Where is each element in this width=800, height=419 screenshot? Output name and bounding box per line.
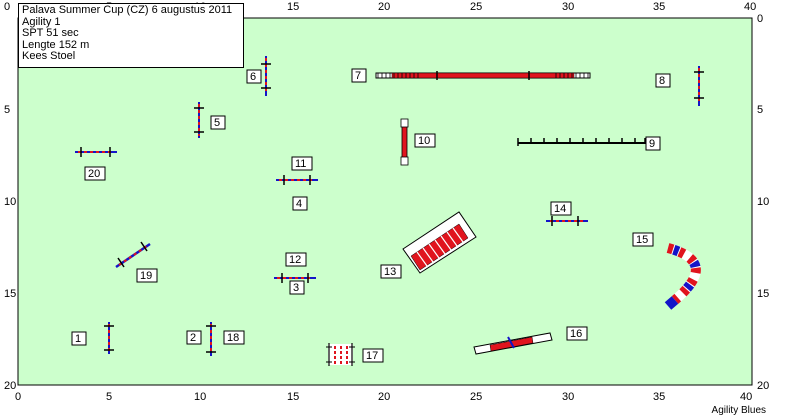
svg-text:16: 16 [570,328,582,340]
obstacle-jump-14 [546,216,588,226]
course-field [17,17,753,386]
obstacle-weave-poles-9 [517,138,646,146]
judge-name: Kees Stoel [22,50,76,62]
svg-text:8: 8 [659,75,665,87]
y-right-label: 15 [757,288,769,300]
svg-text:14: 14 [554,203,566,215]
obstacle-number-2: 2 [186,330,202,345]
svg-text:4: 4 [296,198,302,210]
y-right-label: 0 [757,13,763,25]
brand-label: Agility Blues [711,405,766,416]
obstacle-tunnel-15 [664,243,701,310]
x-bottom-label: 10 [194,391,206,403]
svg-text:17: 17 [366,350,378,362]
svg-text:19: 19 [140,270,152,282]
obstacle-number-11: 11 [291,156,313,171]
obstacle-number-1: 1 [71,331,87,346]
obstacle-dog-walk-7 [375,71,591,80]
obstacle-number-3: 3 [289,280,305,295]
svg-text:9: 9 [649,138,655,150]
y-left-label: 10 [4,196,16,208]
x-top-label: 20 [378,1,390,13]
obstacle-number-4: 4 [292,196,308,211]
x-bottom-label: 35 [653,391,665,403]
obstacle-number-17: 17 [362,348,384,363]
class-name: Agility 1 [22,15,61,28]
x-top-label: 40 [744,1,756,13]
x-top-label: 0 [4,1,10,13]
obstacle-table-10 [400,118,409,166]
svg-text:10: 10 [418,135,430,147]
x-top-label: 35 [653,1,665,13]
y-left-label: 15 [4,288,16,300]
svg-text:7: 7 [355,70,361,82]
x-top-label: 15 [287,1,299,13]
svg-text:3: 3 [293,282,299,294]
y-right-label: 10 [757,196,769,208]
course-length: Lengte 152 m [22,38,90,51]
obstacle-number-6: 6 [246,69,262,84]
standard-course-time: SPT 51 sec [22,27,79,39]
y-right-label: 20 [757,380,769,392]
svg-text:13: 13 [384,266,396,278]
obstacle-jump-5 [194,102,204,138]
x-bottom-label: 40 [740,391,752,403]
x-bottom-label: 0 [15,391,21,403]
obstacle-jump-20 [75,147,117,157]
obstacle-a-frame-13 [402,211,477,274]
obstacle-jump-12 [274,273,316,283]
x-bottom-label: 30 [562,391,574,403]
event-title: Palava Summer Cup (CZ) 6 augustus 2011 [22,4,233,16]
obstacle-jump-19 [115,241,151,269]
x-bottom-label: 5 [106,391,112,403]
svg-text:20: 20 [88,168,100,180]
x-top-label: 30 [562,1,574,13]
x-bottom-label: 15 [287,391,299,403]
obstacle-number-13: 13 [380,264,402,279]
obstacle-jump-8 [694,66,704,106]
svg-text:5: 5 [214,117,220,129]
svg-text:2: 2 [190,332,196,344]
svg-text:12: 12 [289,254,301,266]
obstacle-number-15: 15 [632,232,654,247]
obstacle-number-9: 9 [645,136,661,151]
obstacle-number-19: 19 [136,268,158,283]
obstacle-jump-1 [104,322,114,354]
svg-text:18: 18 [227,332,239,344]
obstacle-jump-6 [261,56,271,96]
obstacle-number-12: 12 [285,252,307,267]
y-left-label: 5 [4,104,10,116]
x-top-label: 25 [470,1,482,13]
svg-text:6: 6 [250,71,256,83]
obstacle-number-16: 16 [566,326,588,341]
svg-text:15: 15 [636,234,648,246]
x-bottom-label: 20 [378,391,390,403]
course-info-box: Palava Summer Cup (CZ) 6 augustus 2011 A… [18,3,244,68]
obstacle-jump-18 [206,322,216,356]
obstacle-number-7: 7 [351,68,367,83]
obstacle-number-14: 14 [550,201,572,216]
obstacle-jump-11 [276,175,318,185]
y-right-label: 5 [757,104,763,116]
obstacle-wall-17 [326,343,355,366]
obstacle-number-8: 8 [655,73,671,88]
obstacle-number-20: 20 [84,166,106,181]
obstacle-number-10: 10 [414,133,436,148]
obstacle-number-5: 5 [210,115,226,130]
obstacle-see-saw-16 [473,332,553,355]
y-left-label: 20 [4,380,16,392]
svg-text:1: 1 [75,333,81,345]
obstacle-number-18: 18 [223,330,245,345]
x-bottom-label: 25 [470,391,482,403]
svg-text:11: 11 [295,158,306,170]
